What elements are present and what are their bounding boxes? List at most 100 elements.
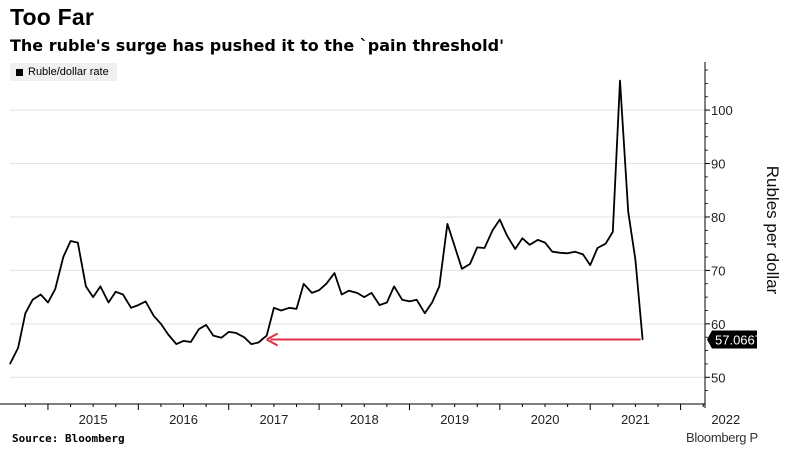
brand-logo: Bloomberg P (686, 430, 758, 445)
data-point (235, 332, 237, 334)
data-point (250, 343, 252, 345)
x-tick-label: 2017 (259, 412, 288, 427)
data-point (311, 292, 313, 294)
data-point (559, 252, 561, 254)
data-point (69, 240, 72, 242)
data-point (416, 299, 418, 301)
data-point (295, 308, 298, 310)
data-point (175, 343, 177, 345)
data-point (401, 299, 403, 301)
data-point (627, 211, 629, 213)
data-point (567, 252, 569, 254)
x-tick-label: 2021 (621, 412, 650, 427)
data-point (47, 301, 49, 304)
data-point (589, 264, 591, 266)
data-point (521, 237, 524, 239)
data-point (529, 244, 531, 246)
data-point (243, 336, 245, 338)
data-point (130, 307, 132, 309)
data-point (642, 338, 644, 341)
y-tick-label: 50 (711, 370, 725, 385)
data-point (167, 333, 169, 336)
data-point (160, 323, 162, 325)
data-point (370, 292, 373, 294)
data-point (54, 288, 56, 290)
y-tick-label: 70 (711, 263, 725, 278)
legend-label: Ruble/dollar rate (28, 66, 109, 78)
data-point (325, 283, 327, 285)
data-point (153, 315, 155, 317)
data-point (288, 307, 290, 309)
legend-swatch (16, 68, 23, 76)
data-point (619, 80, 621, 82)
data-point (205, 324, 207, 326)
data-point (582, 253, 584, 255)
x-tick-label: 2015 (79, 412, 108, 427)
data-point (85, 285, 87, 288)
x-tick-label: 2020 (531, 412, 560, 427)
x-tick-label: 2016 (169, 412, 198, 427)
data-point (348, 290, 350, 292)
last-value-label: 57.0667 (715, 333, 762, 348)
data-point (454, 245, 456, 247)
data-point (280, 309, 282, 312)
data-point (40, 293, 42, 296)
data-point (386, 301, 388, 304)
data-point (190, 341, 192, 343)
data-point (612, 231, 614, 233)
data-point (431, 301, 433, 304)
data-point (257, 341, 260, 344)
annotation-arrowhead (266, 332, 279, 347)
data-point (574, 251, 576, 253)
data-point (99, 285, 101, 288)
data-point (596, 247, 599, 249)
data-point (379, 304, 381, 306)
data-point (424, 312, 426, 314)
y-tick-label: 90 (711, 157, 725, 172)
chart-title: Too Far (10, 4, 95, 30)
data-point (514, 248, 516, 250)
data-point (303, 283, 305, 285)
data-point (273, 307, 275, 309)
x-tick-label: 2018 (350, 412, 379, 427)
y-axis-label: Rubles per dollar (763, 165, 782, 295)
data-point (506, 235, 508, 237)
data-point (492, 229, 494, 231)
data-point (341, 293, 343, 296)
x-tick-label: 2022 (711, 412, 740, 427)
data-point (137, 304, 139, 306)
data-point (228, 331, 230, 333)
y-tick-label: 80 (711, 210, 725, 225)
data-point (476, 246, 478, 249)
data-point (9, 363, 11, 365)
data-point (122, 293, 124, 296)
data-point (212, 335, 214, 337)
chart-legend: Ruble/dollar rate (10, 63, 117, 81)
last-value-badge (707, 330, 757, 349)
data-point (198, 328, 200, 330)
data-point (393, 285, 395, 288)
data-point (77, 242, 79, 244)
data-point (461, 268, 463, 270)
data-point (17, 347, 19, 349)
data-point (333, 272, 336, 274)
data-point (363, 296, 365, 298)
data-point (107, 301, 110, 304)
data-point (115, 291, 117, 293)
y-tick-label: 100 (711, 103, 733, 118)
data-point (62, 256, 64, 258)
data-point (220, 337, 223, 339)
y-tick-label: 60 (711, 317, 725, 332)
data-point (92, 296, 94, 298)
data-point (266, 335, 268, 337)
data-point (438, 285, 440, 288)
source-note: Source: Bloomberg (12, 432, 125, 445)
x-tick-label: 2019 (440, 412, 469, 427)
chart-subtitle: The ruble's surge has pushed it to the `… (10, 36, 504, 55)
data-point (551, 251, 553, 253)
data-point (356, 292, 358, 294)
data-point (544, 242, 546, 244)
data-point (537, 239, 539, 241)
data-point (318, 289, 320, 291)
data-point (182, 340, 185, 342)
